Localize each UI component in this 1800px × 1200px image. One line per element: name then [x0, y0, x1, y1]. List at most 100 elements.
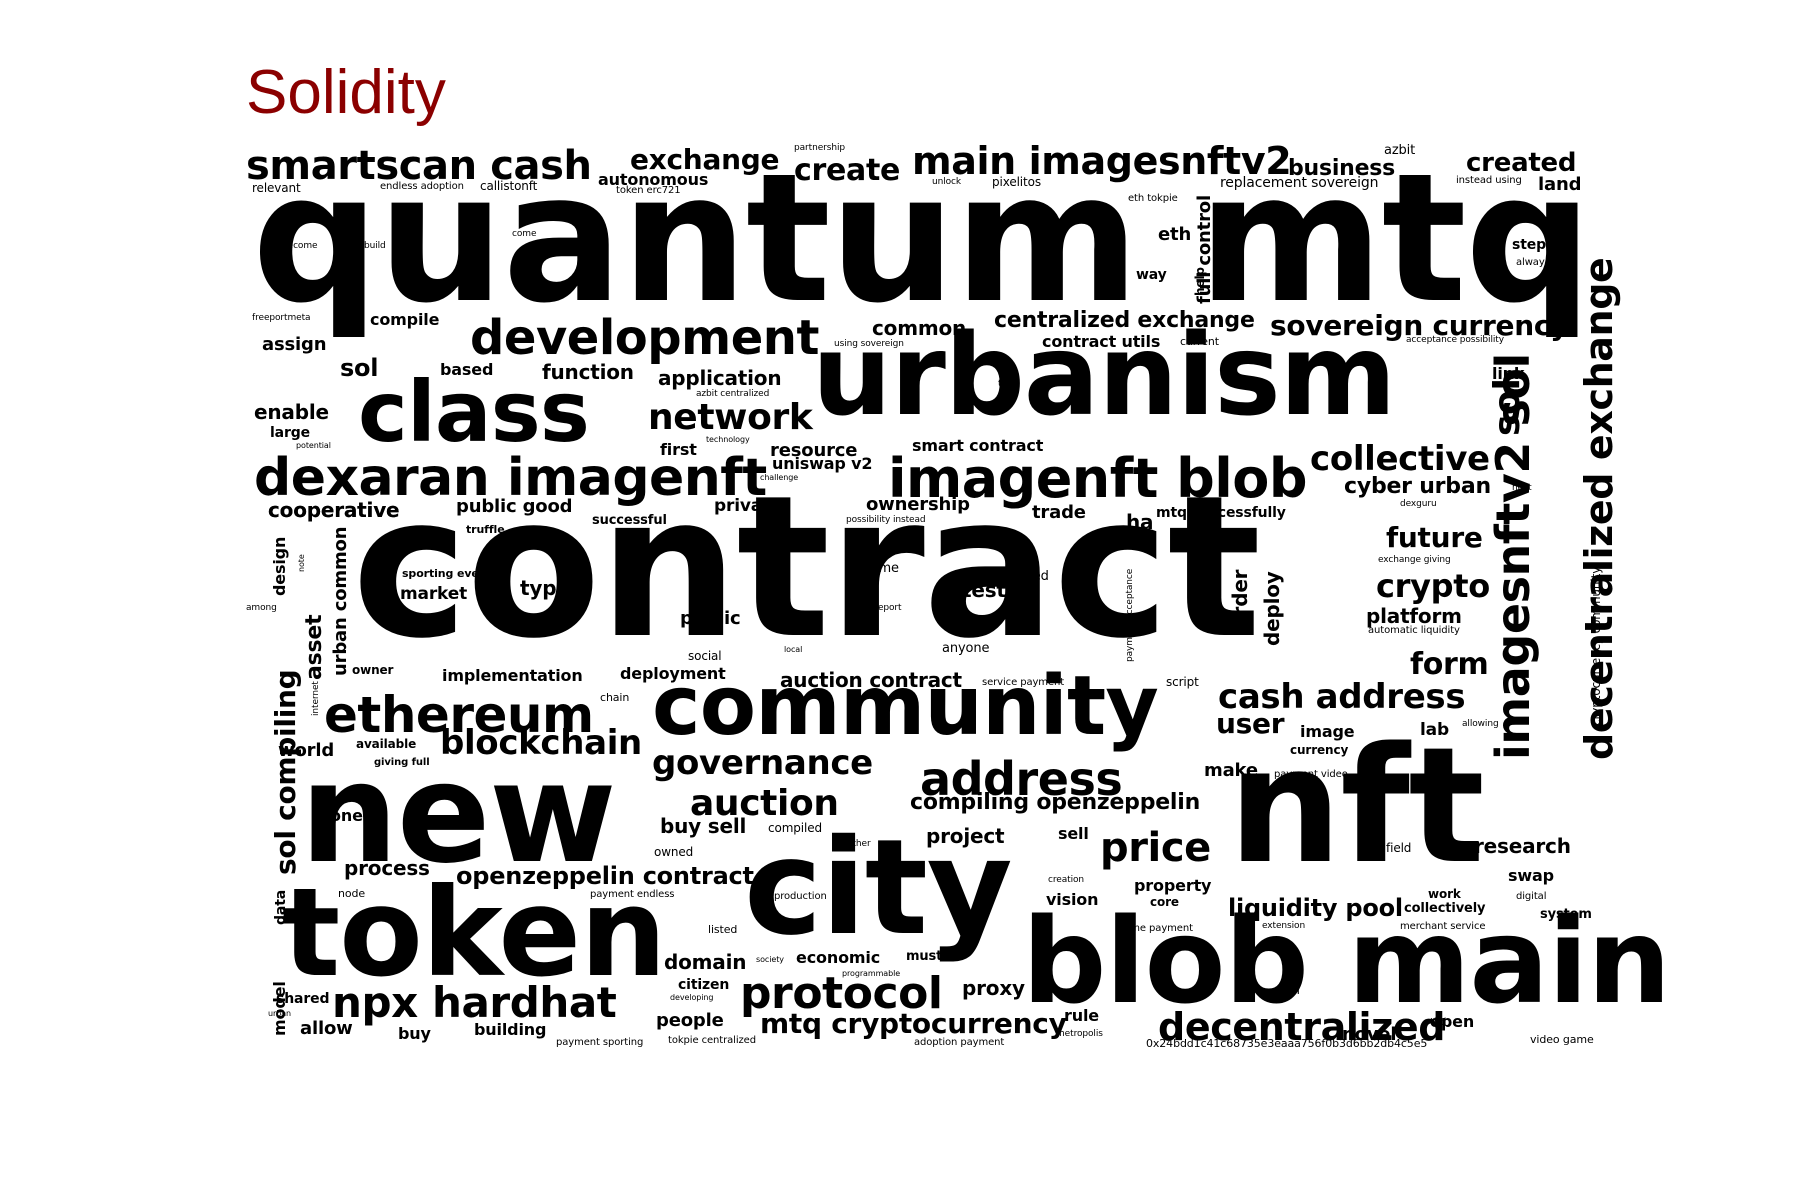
cloud-word: order — [1228, 569, 1252, 630]
cloud-word: callistonft — [480, 179, 538, 193]
cloud-word: price — [1100, 825, 1211, 871]
cloud-word: centralized exchange — [994, 308, 1255, 333]
cloud-word: cooperative — [268, 498, 400, 522]
cloud-word: market — [400, 584, 468, 604]
cloud-word: merchant service — [1400, 921, 1486, 932]
cloud-word: common — [872, 316, 967, 340]
cloud-word: form — [1410, 647, 1489, 682]
cloud-word: mtq cryptocurrency — [760, 1007, 1067, 1040]
cloud-word: metropolis — [1056, 1029, 1103, 1039]
cloud-word: sovereign currency — [1270, 309, 1569, 342]
cloud-word: token erc721 — [616, 185, 681, 196]
cloud-word: data — [273, 889, 289, 925]
cloud-word: giving full — [374, 757, 430, 768]
cloud-word: imagenft blob — [888, 447, 1307, 510]
cloud-word: created — [1466, 148, 1577, 178]
cloud-word: smartscan cash — [246, 143, 592, 189]
cloud-word: land — [1538, 174, 1582, 195]
cloud-word: asset — [302, 614, 327, 680]
cloud-word: compiling openzeppelin — [910, 790, 1201, 815]
cloud-word: research — [1474, 834, 1571, 858]
cloud-word: truffle — [466, 523, 505, 536]
cloud-word: azbit centralized — [696, 389, 770, 399]
cloud-word: eth tokpie — [1128, 193, 1178, 204]
cloud-word: owned — [654, 845, 694, 859]
cloud-word: payment sporting — [556, 1037, 644, 1048]
cloud-word: buy sell — [660, 814, 747, 838]
cloud-word: partnership — [794, 143, 846, 153]
cloud-word: help — [1193, 267, 1207, 296]
cloud-word: nft — [1228, 712, 1485, 899]
cloud-word: sell — [1058, 824, 1089, 843]
cloud-word: decentralized — [1158, 1005, 1446, 1049]
cloud-word: system — [1540, 907, 1592, 922]
cloud-word: payment endless — [590, 889, 675, 900]
cloud-word: extension — [1262, 921, 1306, 931]
cloud-word: contract — [352, 454, 1261, 682]
cloud-word: liquidity pool — [1228, 894, 1403, 922]
cloud-word: address — [920, 752, 1123, 806]
cloud-word: instead using — [1456, 175, 1522, 186]
cloud-word: proxy — [962, 976, 1025, 1000]
cloud-word: environment — [639, 563, 649, 620]
cloud-word: allow — [300, 1018, 353, 1039]
cloud-word: used — [1018, 569, 1049, 584]
cloud-word: community — [652, 659, 1159, 754]
cloud-word: video game — [1530, 1033, 1594, 1046]
cloud-word: owner — [352, 663, 394, 677]
cloud-word: contribute — [625, 559, 639, 620]
cloud-word: urban common — [330, 526, 351, 676]
cloud-word: service payment — [982, 677, 1065, 688]
cloud-word: work — [1428, 887, 1461, 901]
cloud-word: automatic liquidity — [1368, 625, 1460, 636]
cloud-word: acceptance possibility — [1406, 335, 1504, 345]
cloud-word: main imagesnftv2 — [912, 139, 1292, 183]
cloud-word: event — [406, 615, 441, 628]
cloud-word: deployment — [620, 664, 726, 683]
cloud-word: build — [364, 241, 386, 251]
cloud-word: alway — [1516, 257, 1545, 268]
cloud-word: internet — [311, 681, 321, 716]
cloud-word: resource — [770, 440, 858, 461]
cloud-word: class — [358, 363, 590, 461]
cloud-word: listed — [708, 923, 738, 936]
page-title: Solidity — [246, 58, 446, 127]
cloud-word: building — [474, 1020, 547, 1039]
cloud-word: lab — [1420, 720, 1449, 740]
cloud-word: collectively — [1404, 901, 1486, 916]
cloud-word: autonomous — [598, 170, 709, 189]
cloud-word: people — [656, 1010, 724, 1031]
cloud-word: field — [1386, 841, 1412, 855]
cloud-word: dexguru — [1400, 499, 1437, 509]
cloud-word: ha — [1126, 510, 1154, 534]
cloud-word: currency — [1290, 743, 1349, 757]
cloud-word: shared — [276, 991, 330, 1007]
cloud-word: platform — [1366, 604, 1462, 628]
cloud-word: trade — [1032, 502, 1086, 523]
cloud-word: core — [1150, 895, 1179, 909]
cloud-word: swap — [1508, 866, 1554, 885]
cloud-word: tbd — [1430, 1017, 1447, 1028]
cloud-word: link — [1492, 364, 1525, 383]
cloud-word: application — [658, 366, 782, 390]
cloud-word: quantum mtq — [252, 135, 1592, 342]
cloud-word: 0x24bdd1c41c68735e3eaaa756f0b3d6bb2db4c5… — [1146, 1037, 1428, 1050]
cloud-word: run — [1280, 983, 1300, 997]
cloud-word: assign — [262, 334, 327, 355]
cloud-word: user — [1216, 707, 1285, 740]
cloud-word: public good — [456, 496, 573, 517]
cloud-word: tokpie centralized — [668, 1035, 756, 1046]
cloud-word: cash address — [1218, 677, 1466, 717]
cloud-word: current — [1180, 335, 1219, 348]
cloud-word: social — [688, 649, 722, 663]
cloud-word: sporting event — [402, 567, 492, 580]
cloud-word: technology — [706, 435, 750, 444]
cloud-word: implementation — [442, 666, 583, 685]
cloud-word: network — [648, 397, 813, 438]
cloud-word: compiled — [768, 821, 822, 835]
cloud-word: new — [300, 733, 617, 894]
cloud-word: production — [774, 891, 827, 902]
cloud-word: challenge — [760, 473, 799, 482]
cloud-word: way — [1136, 267, 1167, 283]
cloud-word: adoption payment — [914, 1037, 1005, 1048]
